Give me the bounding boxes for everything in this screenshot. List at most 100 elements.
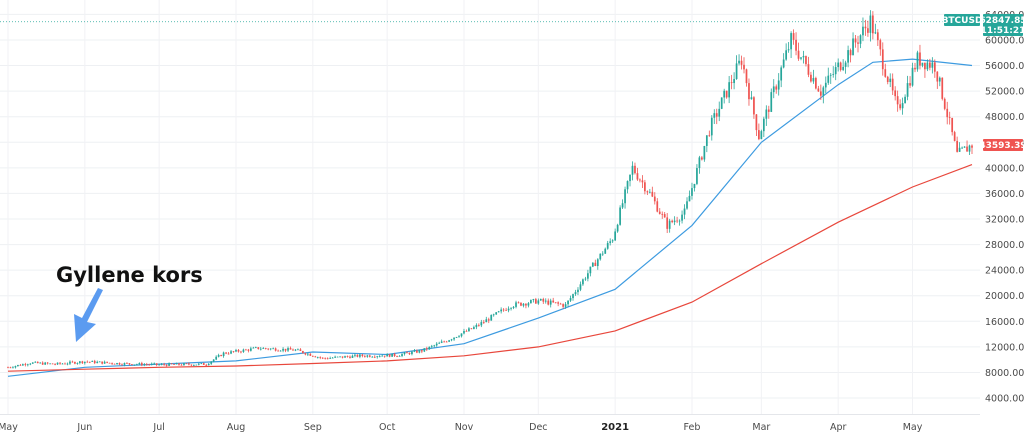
candle-body	[93, 360, 96, 364]
candle-body	[383, 355, 386, 357]
candle-body	[829, 74, 832, 76]
symbol-badge	[944, 14, 980, 26]
candle-body	[455, 337, 458, 338]
candle-body	[946, 108, 949, 118]
candle-body	[753, 97, 755, 115]
candle-body	[324, 357, 327, 359]
candle-body	[589, 266, 592, 274]
candle-body	[220, 355, 222, 357]
candle-body	[666, 217, 669, 229]
candle-body	[376, 356, 379, 358]
candle-body	[956, 140, 958, 152]
candle-body	[852, 38, 854, 56]
countdown-badge-text: 11:51:21	[981, 26, 1024, 36]
moving-average-layer	[7, 58, 973, 377]
price-badge-text: 62847.85	[979, 16, 1024, 26]
candle-body	[321, 357, 324, 359]
candle-body	[438, 342, 441, 344]
candle-body	[143, 364, 146, 366]
candle-body	[636, 173, 639, 180]
candle-body	[463, 330, 465, 334]
candle-body	[470, 328, 473, 330]
y-tick-label: 32000.00	[985, 214, 1024, 225]
candle-body	[240, 351, 242, 353]
candle-body	[537, 300, 540, 304]
candle-body	[373, 356, 376, 358]
candle-body	[819, 91, 822, 96]
candle-body	[534, 299, 537, 304]
candle-body	[378, 356, 381, 358]
candle-body	[696, 168, 698, 184]
candle-body	[116, 363, 118, 365]
candle-body	[245, 349, 247, 351]
candle-body	[854, 38, 857, 43]
candle-body	[968, 145, 971, 152]
candle-body	[12, 367, 14, 369]
annotation-arrow-icon	[74, 288, 103, 342]
candle-body	[257, 347, 260, 349]
candle-body	[96, 361, 99, 364]
candle-body	[827, 75, 830, 83]
candle-body	[522, 303, 525, 306]
candle-body	[723, 90, 726, 98]
candle-body	[183, 363, 185, 366]
candle-body	[624, 189, 626, 204]
candle-body	[683, 208, 686, 215]
candle-body	[401, 354, 403, 356]
candle-body	[891, 78, 894, 91]
x-tick-label: Nov	[455, 422, 474, 433]
candle-body	[745, 69, 748, 84]
candle-body	[735, 63, 738, 80]
candle-body	[475, 324, 478, 328]
candle-body	[108, 362, 111, 364]
candle-body	[911, 67, 914, 86]
moving-average-line	[7, 164, 973, 372]
candle-body	[762, 118, 765, 132]
candle-body	[505, 309, 507, 311]
candle-body	[715, 113, 718, 117]
candle-body	[468, 328, 470, 332]
x-tick-label: Apr	[830, 422, 847, 433]
candle-body	[173, 364, 175, 365]
candle-body	[98, 361, 101, 363]
candle-body	[530, 300, 532, 304]
candle-body	[966, 146, 968, 152]
candle-body	[869, 15, 872, 33]
x-tick-label: Jun	[76, 422, 92, 433]
candle-body	[284, 348, 287, 351]
candle-body	[349, 356, 351, 358]
y-tick-label: 48000.00	[985, 112, 1024, 123]
candle-body	[916, 52, 919, 70]
candle-body	[743, 64, 745, 70]
candle-body	[525, 303, 527, 306]
candle-body	[123, 363, 126, 365]
candle-body	[252, 347, 255, 349]
candle-body	[64, 363, 66, 365]
candle-body	[802, 56, 805, 58]
candle-body	[195, 364, 198, 366]
candle-body	[839, 62, 842, 70]
candle-body	[78, 361, 81, 363]
candle-body	[83, 361, 86, 364]
candle-body	[465, 330, 468, 332]
candle-body	[175, 363, 178, 365]
candle-body	[225, 352, 227, 354]
candle-body	[126, 363, 128, 364]
candle-body	[527, 303, 530, 306]
candle-body	[148, 364, 151, 366]
x-tick-label: May	[0, 422, 18, 433]
candle-body	[408, 352, 411, 355]
candle-body	[569, 298, 572, 301]
candle-body	[951, 117, 954, 133]
x-tick-label: Oct	[379, 422, 396, 433]
candle-body	[953, 132, 956, 141]
candle-body	[128, 363, 131, 365]
candle-body	[492, 314, 495, 316]
candle-body	[222, 352, 225, 357]
candle-body	[41, 362, 44, 365]
candle-body	[770, 92, 773, 112]
candle-body	[22, 364, 24, 366]
candle-body	[54, 364, 56, 365]
candle-body	[705, 135, 708, 146]
y-tick-label: 56000.00	[985, 61, 1024, 72]
